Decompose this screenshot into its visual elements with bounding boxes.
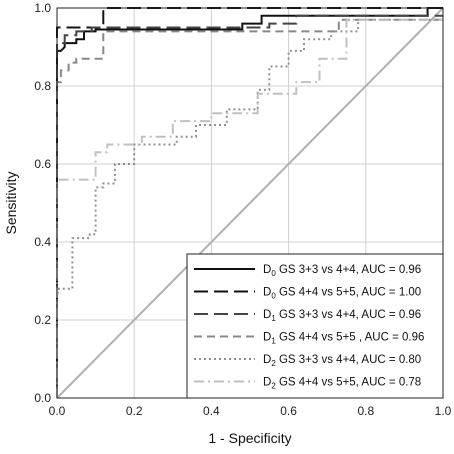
y-axis-label: Sensitivity: [3, 171, 19, 234]
y-tick-label: 0.2: [34, 313, 51, 327]
roc-series-line-0: [56, 7, 443, 398]
reference-diagonal: [56, 7, 444, 399]
x-tick-label: 1.0: [435, 404, 452, 418]
roc-series-line-3: [56, 18, 443, 398]
x-tick-label: 0.0: [49, 404, 66, 418]
x-tick-label: 0.4: [203, 404, 220, 418]
y-tick-label: 0.6: [34, 157, 51, 171]
y-tick-label: 1.0: [34, 1, 51, 15]
x-axis-label: 1 - Specificity: [208, 430, 291, 446]
roc-series-line-4: [56, 18, 443, 398]
y-tick-label: 0.0: [34, 391, 51, 405]
roc-series-line-2: [56, 14, 443, 398]
y-tick-label: 0.8: [34, 79, 51, 93]
legend-label-0: D0 GS 3+3 vs 4+4, AUC = 0.96: [263, 264, 421, 278]
legend-box: [186, 253, 444, 399]
tick-labels: 0.0 0.2 0.4 0.6 0.8 1.0 0.0 0.2 0.4 0.6 0.8 1.0: [34, 1, 451, 418]
x-tick-label: 0.8: [357, 404, 374, 418]
legend: D0 GS 3+3 vs 4+4, AUC = 0.96 D0 GS 4+4 vs…: [186, 253, 444, 399]
legend-label-5: D2 GS 4+4 vs 5+5, AUC = 0.78: [263, 377, 421, 391]
reference-diagonal-line: [56, 7, 444, 399]
legend-label-2: D1 GS 3+3 vs 4+4, AUC = 0.96: [263, 309, 421, 323]
legend-label-1: D0 GS 4+4 vs 5+5, AUC = 1.00: [263, 287, 421, 301]
x-tick-label: 0.6: [280, 404, 297, 418]
legend-label-3: D1 GS 4+4 vs 5+5 , AUC = 0.96: [263, 332, 424, 346]
roc-series-line-5: [56, 18, 443, 398]
x-tick-label: 0.2: [126, 404, 143, 418]
y-tick-label: 0.4: [34, 235, 51, 249]
legend-label-4: D2 GS 3+3 vs 4+4, AUC = 0.80: [263, 354, 421, 368]
